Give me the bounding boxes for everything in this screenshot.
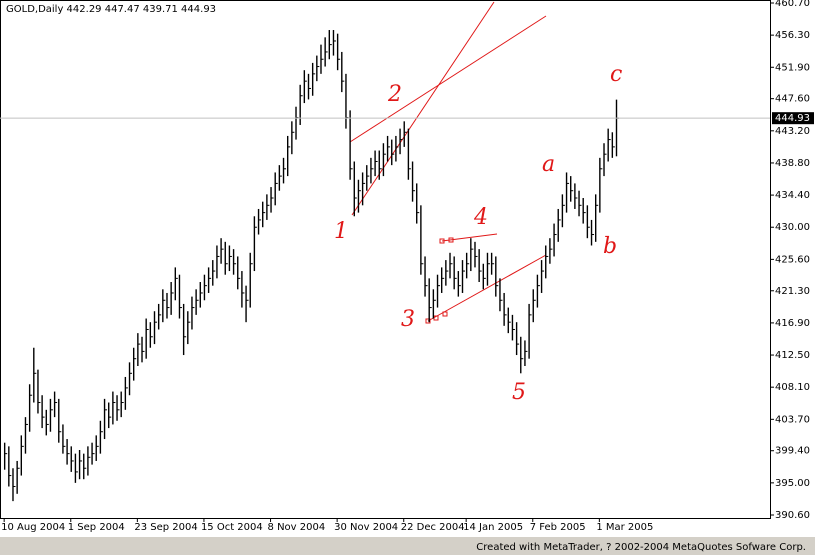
y-tick-label: 443.20	[775, 126, 810, 137]
y-tick-label: 399.40	[775, 446, 810, 457]
status-bar	[0, 537, 815, 555]
trend-line	[441, 233, 498, 242]
wave-label: 3	[401, 307, 415, 332]
y-tick-label: 451.90	[775, 62, 810, 73]
current-price-box	[772, 112, 814, 125]
x-tick-label: 23 Sep 2004	[134, 522, 197, 533]
anchor	[439, 238, 445, 244]
x-tick-label: 14 Jan 2005	[463, 522, 523, 533]
anchor	[425, 318, 431, 324]
wave-label: 1	[334, 219, 348, 244]
wave-label: c	[610, 62, 622, 87]
y-tick-label: 430.00	[775, 222, 810, 233]
anchor	[442, 311, 448, 317]
anchor	[448, 237, 454, 243]
y-tick-label: 403.70	[775, 414, 810, 425]
wave-label: 2	[387, 82, 402, 107]
x-tick-label: 15 Oct 2004	[201, 522, 263, 533]
current-price-label: 444.93	[775, 113, 810, 124]
x-tick-label: 8 Nov 2004	[268, 522, 326, 533]
y-tick-label: 421.30	[775, 286, 810, 297]
x-tick-label: 30 Nov 2004	[334, 522, 398, 533]
trend-line	[427, 254, 547, 322]
wave-label: 5	[512, 380, 526, 405]
x-tick-label: 1 Sep 2004	[68, 522, 125, 533]
y-tick-label: 434.40	[775, 190, 810, 201]
x-tick-label: 7 Feb 2005	[530, 522, 586, 533]
price-bars	[3, 30, 619, 502]
y-tick-label: 447.60	[775, 94, 810, 105]
x-tick-label: 10 Aug 2004	[1, 522, 65, 533]
y-tick-label: 456.30	[775, 30, 810, 41]
y-tick-label: 425.60	[775, 254, 810, 265]
wave-label: a	[542, 152, 555, 177]
y-tick-label: 412.50	[775, 350, 810, 361]
y-tick-label: 390.60	[775, 510, 810, 521]
y-tick-label: 395.00	[775, 478, 810, 489]
chart-title: GOLD,Daily 442.29 447.47 439.71 444.93	[6, 4, 216, 15]
footer: Created with MetaTrader, ? 2002-2004 Met…	[476, 542, 806, 553]
trend-line	[349, 15, 547, 143]
y-tick-label: 438.80	[775, 158, 810, 169]
wave-label: b	[603, 234, 617, 259]
trend-lines	[349, 1, 547, 324]
y-tick-label: 408.10	[775, 382, 810, 393]
x-tick-label: 1 Mar 2005	[596, 522, 653, 533]
trend-line	[351, 1, 495, 216]
wave-label: 4	[473, 205, 488, 230]
y-tick-label: 416.90	[775, 318, 810, 329]
x-tick-label: 22 Dec 2004	[401, 522, 465, 533]
y-tick-label: 460.70	[775, 0, 810, 9]
plot-frame	[0, 0, 771, 519]
